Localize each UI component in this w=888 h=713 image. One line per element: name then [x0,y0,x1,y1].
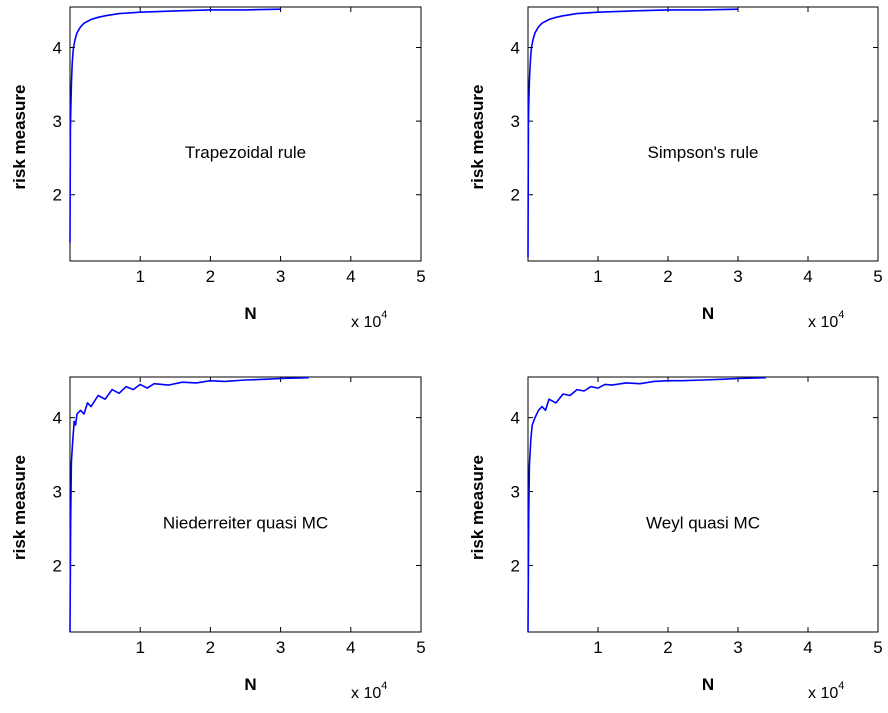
x-tick-label: 4 [803,638,812,657]
x-tick-label: 2 [663,638,672,657]
y-axis-label: risk measure [10,455,29,560]
y-tick-label: 2 [53,186,62,205]
x-multiplier-base: x 10 [808,685,838,702]
axes-box [527,376,879,633]
x-tick-label: 4 [346,638,355,657]
method-annotation: Niederreiter quasi MC [163,514,328,533]
y-axis-label: risk measure [468,85,487,190]
x-multiplier: x 104 [808,309,844,331]
y-tick-label: 2 [511,556,520,575]
axes-box [527,6,879,262]
x-multiplier-exponent: 4 [838,680,844,692]
x-multiplier-exponent: 4 [381,680,387,692]
x-tick-label: 5 [416,267,425,286]
x-tick-label: 5 [873,638,882,657]
x-tick-label: 1 [135,638,144,657]
x-multiplier-exponent: 4 [381,309,387,321]
x-axis-label: N [702,304,714,323]
x-tick-label: 5 [873,267,882,286]
y-tick-label: 4 [53,409,62,428]
y-tick-label: 4 [53,38,62,57]
x-tick-label: 2 [206,638,215,657]
series-line [527,376,767,633]
x-axis-label: N [702,675,714,694]
y-tick-label: 3 [53,483,62,502]
y-tick-label: 4 [511,409,520,428]
x-tick-label: 4 [803,267,812,286]
x-multiplier: x 104 [351,309,387,331]
x-tick-label: 3 [733,267,742,286]
x-tick-label: 3 [276,638,285,657]
y-tick-label: 2 [511,186,520,205]
method-annotation: Simpson's rule [648,143,759,162]
x-tick-label: 3 [733,638,742,657]
x-tick-label: 2 [663,267,672,286]
series-line [527,8,739,258]
x-multiplier-base: x 10 [351,314,381,331]
x-multiplier: x 104 [351,680,387,702]
x-axis-label: N [244,304,256,323]
y-tick-label: 4 [511,38,520,57]
series-line [69,8,281,243]
x-multiplier: x 104 [808,680,844,702]
y-tick-label: 3 [511,483,520,502]
x-multiplier-base: x 10 [351,685,381,702]
x-tick-label: 4 [346,267,355,286]
x-tick-label: 2 [206,267,215,286]
y-axis-label: risk measure [468,455,487,560]
y-tick-label: 3 [511,112,520,131]
y-tick-label: 2 [53,556,62,575]
y-axis-label: risk measure [10,85,29,190]
x-tick-label: 3 [276,267,285,286]
x-tick-label: 1 [593,267,602,286]
method-annotation: Trapezoidal rule [185,143,306,162]
y-tick-label: 3 [53,112,62,131]
x-tick-label: 1 [135,267,144,286]
x-axis-label: N [244,675,256,694]
x-multiplier-exponent: 4 [838,309,844,321]
axes-box [69,6,422,262]
axes-box [69,376,422,633]
method-annotation: Weyl quasi MC [646,514,760,533]
x-multiplier-base: x 10 [808,314,838,331]
x-tick-label: 5 [416,638,425,657]
series-line [69,376,309,633]
x-tick-label: 1 [593,638,602,657]
